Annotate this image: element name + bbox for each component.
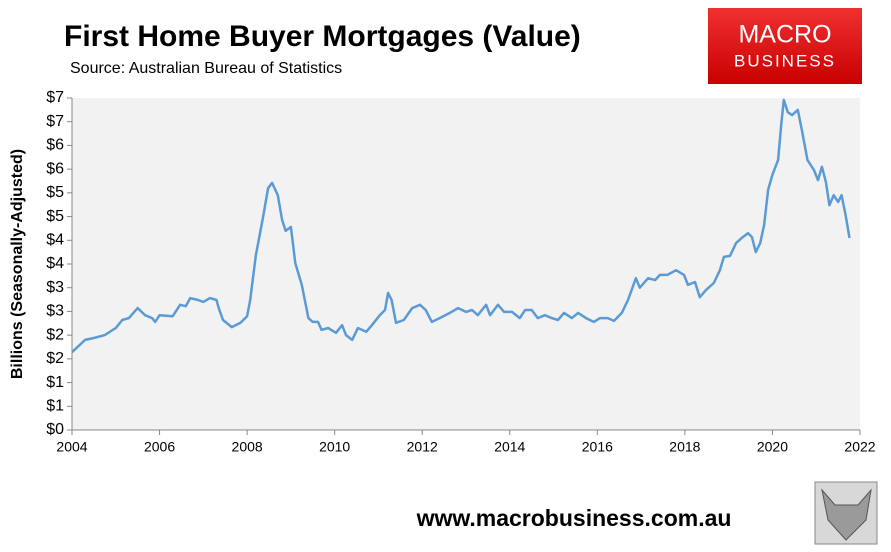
y-tick-label: $2	[46, 350, 64, 367]
y-axis-label: Billions (Seasonally-Adjusted)	[9, 149, 26, 379]
x-tick-label: 2016	[582, 439, 613, 455]
y-tick-label: $0	[46, 421, 64, 438]
x-tick-label: 2022	[844, 439, 875, 455]
y-tick-label: $5	[46, 184, 64, 201]
y-tick-label: $3	[46, 303, 64, 320]
logo-text: BUSINESS	[734, 51, 836, 70]
x-tick-label: 2010	[319, 439, 350, 455]
logo	[708, 8, 862, 84]
x-tick-label: 2008	[232, 439, 263, 455]
y-tick-label: $3	[46, 279, 64, 296]
y-tick-label: $5	[46, 208, 64, 225]
logo-text: MACRO	[738, 21, 831, 49]
y-tick-label: $4	[46, 232, 64, 249]
y-tick-label: $6	[46, 137, 64, 154]
y-tick-label: $7	[46, 113, 64, 130]
x-tick-label: 2004	[56, 439, 87, 455]
footer-url: www.macrobusiness.com.au	[416, 505, 732, 531]
chart-title: First Home Buyer Mortgages (Value)	[64, 20, 581, 53]
y-tick-label: $1	[46, 398, 64, 415]
chart-subtitle: Source: Australian Bureau of Statistics	[70, 60, 342, 77]
data-line	[71, 98, 851, 354]
x-tick-label: 2012	[407, 439, 438, 455]
fox-logo	[821, 488, 872, 541]
y-tick-label: $1	[46, 374, 64, 391]
x-tick-label: 2014	[494, 439, 525, 455]
plot-area	[72, 98, 860, 430]
y-tick-label: $7	[46, 89, 64, 106]
y-tick-label: $6	[46, 160, 64, 177]
x-tick-label: 2018	[669, 439, 700, 455]
x-tick-label: 2006	[144, 439, 175, 455]
x-tick-label: 2020	[757, 439, 788, 455]
y-tick-label: $4	[46, 255, 64, 272]
y-tick-label: $2	[46, 326, 64, 343]
